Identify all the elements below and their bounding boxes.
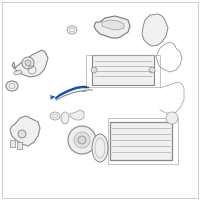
- Ellipse shape: [92, 134, 108, 162]
- Ellipse shape: [166, 112, 178, 124]
- Bar: [86, 55, 160, 87]
- Ellipse shape: [68, 126, 96, 154]
- Polygon shape: [70, 110, 84, 120]
- Polygon shape: [142, 14, 168, 46]
- Ellipse shape: [22, 57, 34, 69]
- Ellipse shape: [74, 132, 90, 148]
- Ellipse shape: [25, 60, 31, 66]
- Bar: [17, 142, 22, 149]
- Polygon shape: [14, 70, 22, 75]
- Ellipse shape: [18, 130, 26, 138]
- Bar: [110, 122, 172, 160]
- Bar: [92, 55, 154, 85]
- Ellipse shape: [6, 81, 18, 91]
- Polygon shape: [102, 20, 124, 30]
- Polygon shape: [12, 50, 48, 77]
- Ellipse shape: [149, 67, 155, 73]
- Bar: [108, 118, 178, 164]
- Ellipse shape: [67, 26, 77, 34]
- Polygon shape: [10, 116, 40, 146]
- Ellipse shape: [61, 112, 69, 124]
- Bar: [10, 140, 15, 147]
- Ellipse shape: [91, 67, 97, 73]
- Ellipse shape: [78, 136, 86, 144]
- Polygon shape: [94, 16, 130, 38]
- Ellipse shape: [50, 112, 60, 120]
